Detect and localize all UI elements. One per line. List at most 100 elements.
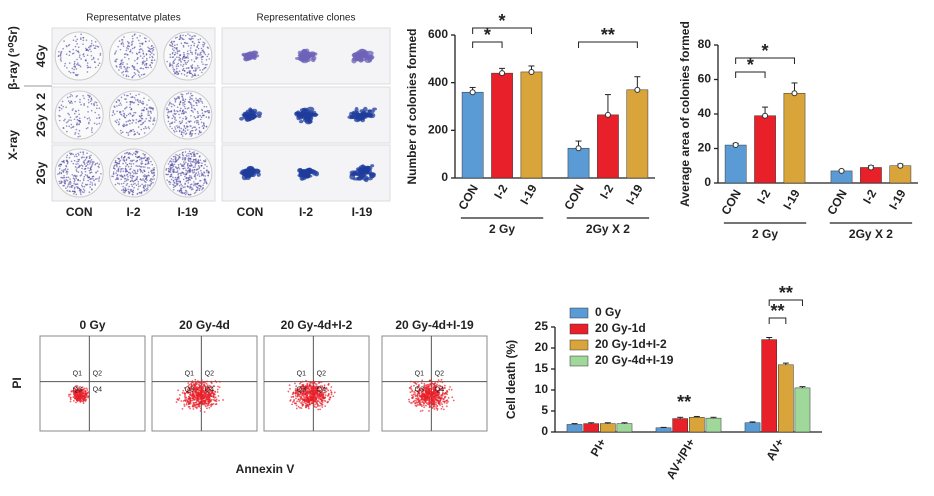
event-dot <box>314 403 317 406</box>
event-dot <box>430 395 433 398</box>
colony-dot <box>127 94 129 97</box>
colony-dot <box>136 175 139 178</box>
quadrant-label: Q2 <box>435 370 444 377</box>
colony-dot <box>181 102 184 104</box>
colony-dot <box>69 152 71 154</box>
colony-dot <box>147 110 149 113</box>
event-dot <box>443 400 445 403</box>
colony-dot <box>64 62 67 65</box>
colony-dot <box>76 50 79 53</box>
colony-dot <box>64 180 67 182</box>
colony-dot <box>191 53 194 55</box>
colony-dot <box>115 121 118 124</box>
colony-dot <box>117 178 120 181</box>
colony-dot <box>151 52 153 54</box>
event-dot <box>451 396 454 399</box>
event-dot <box>299 387 302 390</box>
event-dot <box>311 382 314 385</box>
colony-dot <box>58 50 60 53</box>
event-dot <box>215 400 218 403</box>
colony-dot <box>172 60 175 63</box>
clone-blob <box>363 177 369 183</box>
colony-dot <box>59 182 61 185</box>
event-dot <box>218 386 221 389</box>
colony-dot <box>132 180 134 182</box>
colony-dot <box>59 165 61 167</box>
event-dot <box>438 400 441 403</box>
event-dot <box>419 403 421 406</box>
colony-dot <box>83 159 86 162</box>
event-dot <box>299 390 302 393</box>
colony-dot <box>122 45 125 47</box>
event-dot <box>295 402 298 405</box>
event-dot <box>302 392 305 395</box>
colony-dot <box>95 101 98 104</box>
colony-dot <box>190 188 193 191</box>
colony-dot <box>129 93 132 95</box>
clone-blob <box>302 172 310 176</box>
colony-dot <box>167 163 170 165</box>
point <box>469 89 476 96</box>
colony-dot <box>68 54 71 57</box>
colony-dot <box>190 37 193 39</box>
colony-dot <box>68 119 70 121</box>
colony-dot <box>149 53 152 56</box>
colony-dot <box>168 180 171 183</box>
colony-dot <box>147 156 150 159</box>
event-dot <box>197 381 200 384</box>
colony-dot <box>76 115 79 118</box>
event-dot <box>438 384 440 387</box>
colony-dot <box>172 66 174 68</box>
colony-dot <box>131 185 134 188</box>
y-axis-label: Average area of colonies formed <box>678 21 692 207</box>
colony-dot <box>173 46 176 49</box>
row-label: 2Gy <box>34 161 48 184</box>
colony-dot <box>76 183 79 185</box>
colony-dot <box>143 73 146 75</box>
event-dot <box>441 403 444 406</box>
colony-dot <box>96 117 98 119</box>
event-dot <box>429 395 432 397</box>
colony-dot <box>134 171 137 174</box>
colony-dot <box>91 182 93 184</box>
colony-dot <box>191 134 193 136</box>
colony-dot <box>127 153 130 155</box>
colony-dot <box>132 119 135 122</box>
colony-dot <box>187 45 190 47</box>
colony-dot <box>139 171 142 173</box>
event-dot <box>432 406 434 409</box>
colony-dot <box>81 184 83 187</box>
colony-dot <box>119 170 122 173</box>
colony-dot <box>204 163 206 166</box>
colony-dot <box>153 178 155 180</box>
quadrant-label: Q1 <box>297 370 306 377</box>
colony-dot <box>142 166 145 168</box>
colony-dot <box>139 42 141 45</box>
colony-dot <box>79 121 82 123</box>
colony-dot <box>127 132 129 134</box>
colony-dot <box>186 129 189 131</box>
colony-dot <box>60 176 62 179</box>
event-dot <box>313 385 315 388</box>
event-dot <box>194 398 196 401</box>
bar <box>461 91 484 179</box>
event-dot <box>85 387 88 390</box>
colony-dot <box>83 185 86 188</box>
colony-dot <box>150 169 153 172</box>
colony-dot <box>121 71 123 74</box>
colony-dot <box>194 74 196 77</box>
event-dot <box>199 382 202 385</box>
y-tick-label: 20 <box>698 141 712 155</box>
colony-dot <box>191 64 194 66</box>
colony-dot <box>82 161 85 163</box>
colony-dot <box>191 127 194 129</box>
colony-dot <box>194 52 197 55</box>
clone-blob <box>297 173 303 178</box>
colony-dot <box>93 47 96 49</box>
colony-dot <box>144 40 147 43</box>
event-dot <box>431 401 434 404</box>
colony-dot <box>74 133 76 135</box>
event-dot <box>180 400 183 402</box>
colony-dot <box>183 159 186 161</box>
event-dot <box>79 398 82 401</box>
